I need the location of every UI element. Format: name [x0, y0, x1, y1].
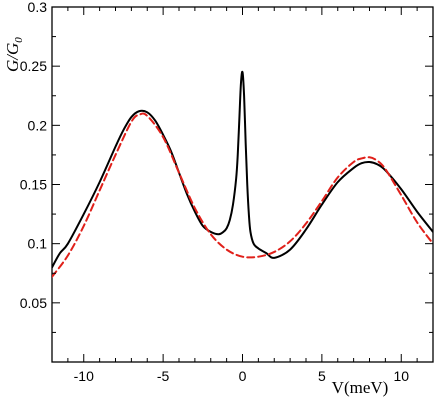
plot-area — [51, 6, 434, 363]
y-axis-label: G/G0 — [3, 37, 25, 72]
x-axis: -10 -5 0 5 10 — [51, 7, 434, 384]
x-tick-label: -10 — [74, 368, 94, 384]
y-tick-label: 0.05 — [20, 295, 47, 311]
y-tick-label: 0.1 — [28, 236, 48, 252]
y-axis-label-subscript: 0 — [13, 37, 25, 43]
x-tick-label: 0 — [239, 368, 247, 384]
x-tick-label: 5 — [318, 368, 326, 384]
y-tick-label: 0.3 — [28, 0, 48, 15]
y-axis-label-main: G/G — [3, 43, 22, 72]
x-tick-label: -5 — [157, 368, 170, 384]
y-tick-label: 0.25 — [20, 58, 47, 74]
y-axis: 0.05 0.1 0.15 0.2 0.25 0.3 — [20, 0, 433, 363]
y-tick-label: 0.2 — [28, 117, 48, 133]
series-line-dashed-red — [52, 112, 433, 278]
series-layer — [52, 70, 433, 278]
y-tick-label: 0.15 — [20, 177, 47, 193]
series-line-solid-black — [52, 70, 433, 269]
x-axis-label: V(meV) — [332, 378, 389, 397]
plot-frame — [51, 6, 434, 363]
x-tick-label: 10 — [393, 368, 409, 384]
